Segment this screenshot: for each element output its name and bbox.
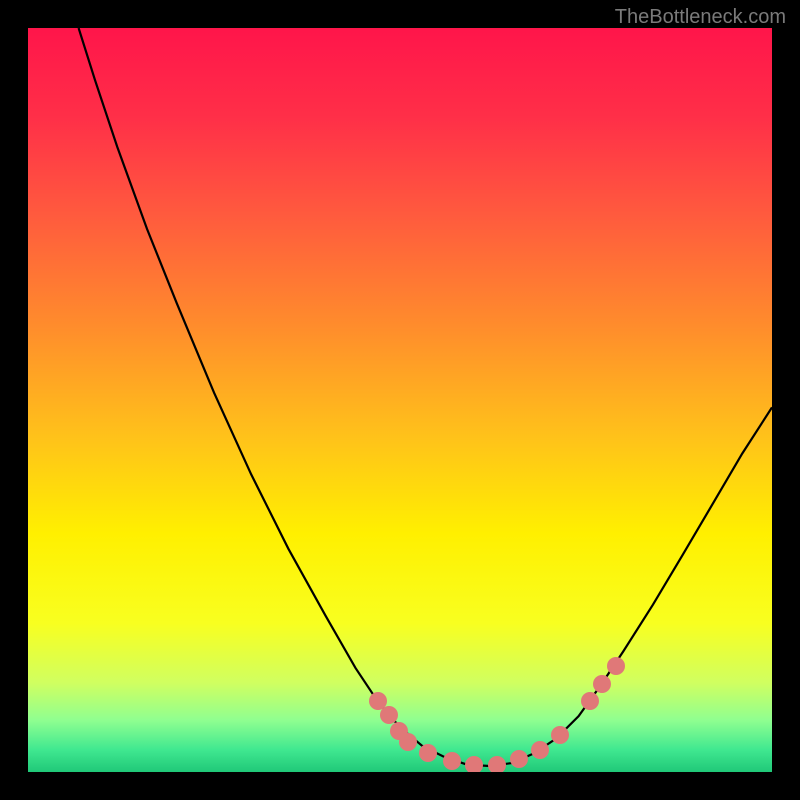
data-marker: [607, 657, 625, 675]
data-marker: [510, 750, 528, 768]
data-marker: [488, 756, 506, 772]
data-marker: [551, 726, 569, 744]
data-marker: [465, 756, 483, 772]
bottleneck-curve: [28, 28, 772, 772]
data-marker: [593, 675, 611, 693]
watermark-text: TheBottleneck.com: [615, 6, 786, 29]
plot-area: [28, 28, 772, 772]
data-marker: [443, 752, 461, 770]
data-marker: [531, 741, 549, 759]
data-marker: [399, 733, 417, 751]
data-marker: [419, 744, 437, 762]
data-marker: [380, 706, 398, 724]
curve-path: [79, 28, 772, 766]
data-marker: [581, 692, 599, 710]
